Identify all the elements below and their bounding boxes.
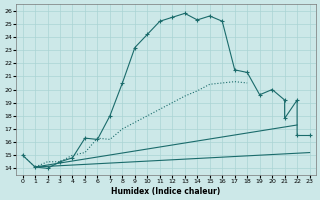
X-axis label: Humidex (Indice chaleur): Humidex (Indice chaleur) xyxy=(111,187,221,196)
